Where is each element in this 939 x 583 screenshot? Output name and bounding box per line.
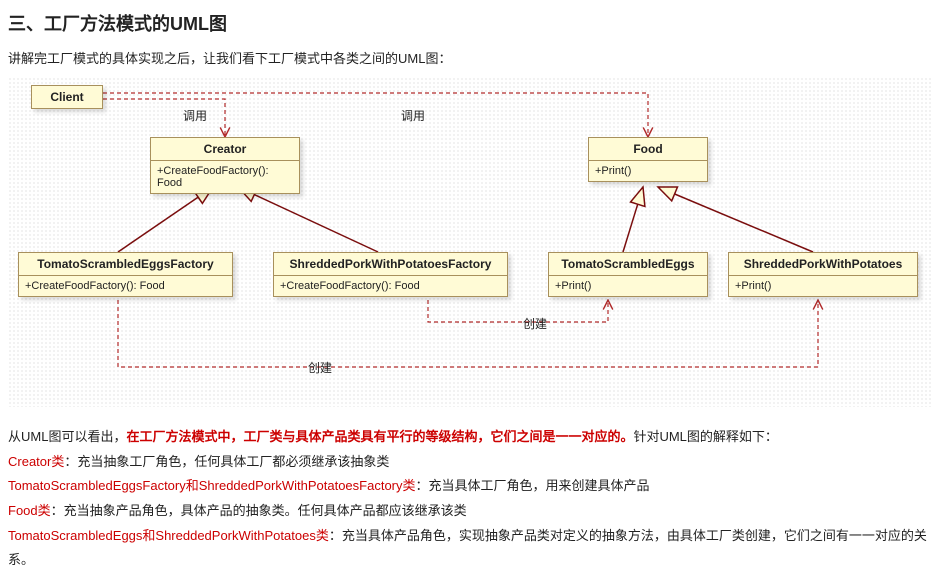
explain-food: Food类：充当抽象产品角色，具体产品的抽象类。任何具体产品都应该继承该类 [8,499,931,524]
text: ：充当具体工厂角色，用来创建具体产品 [416,478,650,493]
uml-node-members: +CreateFoodFactory(): Food [19,276,232,296]
explain-creator: Creator类：充当抽象工厂角色，任何具体工厂都必须继承该抽象类 [8,450,931,475]
uml-node-title: TomatoScrambledEggs [549,253,707,276]
class-name: TomatoScrambledEggs和ShreddedPorkWithPota… [8,528,329,543]
uml-node-food: Food +Print() [588,137,708,182]
uml-node-title: ShreddedPorkWithPotatoes [729,253,917,276]
text: ：充当抽象产品角色，具体产品的抽象类。任何具体产品都应该继承该类 [51,503,467,518]
uml-node-members: +Print() [549,276,707,296]
edge-label-call1: 调用 [183,107,207,124]
uml-node-title: ShreddedPorkWithPotatoesFactory [274,253,507,276]
uml-node-client: Client [31,85,103,109]
text: ：充当抽象工厂角色，任何具体工厂都必须继承该抽象类 [64,454,389,469]
uml-node-tse: TomatoScrambledEggs +Print() [548,252,708,297]
explanation-block: 从UML图可以看出，在工厂方法模式中，工厂类与具体产品类具有平行的等级结构，它们… [8,425,931,573]
text: 从UML图可以看出， [8,429,126,444]
section-heading: 三、工厂方法模式的UML图 [8,10,931,36]
class-name: Creator类 [8,454,64,469]
intro-text: 讲解完工厂模式的具体实现之后，让我们看下工厂模式中各类之间的UML图： [8,48,931,67]
uml-node-spwp: ShreddedPorkWithPotatoes +Print() [728,252,918,297]
uml-edges [8,77,931,407]
edge-label-call2: 调用 [401,107,425,124]
edge-label-create1: 创建 [523,315,547,332]
uml-node-title: Creator [151,138,299,161]
uml-node-members: +CreateFoodFactory(): Food [274,276,507,296]
explain-line1: 从UML图可以看出，在工厂方法模式中，工厂类与具体产品类具有平行的等级结构，它们… [8,425,931,450]
uml-node-title: Client [32,86,102,108]
uml-node-tsef: TomatoScrambledEggsFactory +CreateFoodFa… [18,252,233,297]
uml-node-members: +Print() [589,161,707,181]
highlight-text: 在工厂方法模式中，工厂类与具体产品类具有平行的等级结构，它们之间是一一对应的。 [126,429,633,444]
uml-diagram: Client Creator +CreateFoodFactory(): Foo… [8,77,931,407]
uml-node-title: TomatoScrambledEggsFactory [19,253,232,276]
uml-node-members: +Print() [729,276,917,296]
uml-node-members: +CreateFoodFactory(): Food [151,161,299,193]
uml-node-creator: Creator +CreateFoodFactory(): Food [150,137,300,194]
class-name: TomatoScrambledEggsFactory和ShreddedPorkW… [8,478,416,493]
explain-factories: TomatoScrambledEggsFactory和ShreddedPorkW… [8,474,931,499]
class-name: Food类 [8,503,51,518]
uml-node-spwpf: ShreddedPorkWithPotatoesFactory +CreateF… [273,252,508,297]
uml-node-title: Food [589,138,707,161]
explain-products: TomatoScrambledEggs和ShreddedPorkWithPota… [8,524,931,573]
text: 针对UML图的解释如下： [633,429,777,444]
edge-label-create2: 创建 [308,359,332,376]
